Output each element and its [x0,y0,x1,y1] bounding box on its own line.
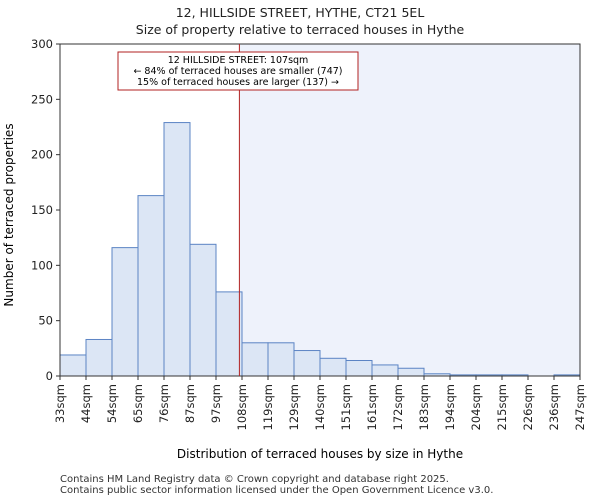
bar-87sqm [189,243,217,377]
x-tick-label-54sqm: 54sqm [105,384,119,423]
x-axis-label: Distribution of terraced houses by size … [177,447,463,461]
bar-140sqm [319,357,347,377]
y-tick-label-300: 300 [31,37,53,51]
x-tick-label-108sqm: 108sqm [235,384,249,430]
footer-line-1: Contains HM Land Registry data © Crown c… [60,474,449,485]
annotation-line-2: ← 84% of terraced houses are smaller (74… [133,66,342,77]
x-tick-label-119sqm: 119sqm [261,384,275,430]
y-tick-label-50: 50 [38,314,53,328]
annotation-line-1: 12 HILLSIDE STREET: 107sqm [168,55,309,66]
bar-76sqm [163,122,191,377]
x-tick-label-140sqm: 140sqm [313,384,327,430]
bar-161sqm [371,364,399,377]
x-tick-label-204sqm: 204sqm [469,384,483,430]
chart-subtitle: Size of property relative to terraced ho… [135,22,465,37]
annotation-box: 12 HILLSIDE STREET: 107sqm ← 84% of terr… [117,51,359,91]
x-tick-label-247sqm: 247sqm [573,384,587,430]
x-tick-label-44sqm: 44sqm [79,384,93,423]
chart-title: 12, HILLSIDE STREET, HYTHE, CT21 5EL [175,5,425,20]
x-tick-label-161sqm: 161sqm [365,384,379,430]
bar-108sqm [241,342,269,377]
y-tick-label-250: 250 [31,92,53,106]
x-tick-label-183sqm: 183sqm [417,384,431,430]
footer-line-2: Contains public sector information licen… [60,485,494,496]
x-tick-label-215sqm: 215sqm [495,384,509,430]
x-tick-label-236sqm: 236sqm [547,384,561,430]
bar-54sqm [111,247,139,377]
x-tick-label-194sqm: 194sqm [443,384,457,430]
y-tick-label-200: 200 [31,148,53,162]
bar-97sqm [215,291,243,377]
x-tick-label-129sqm: 129sqm [287,384,301,430]
x-tick-label-172sqm: 172sqm [391,384,405,430]
annotation-line-3: 15% of terraced houses are larger (137) … [137,77,339,88]
x-tick-label-76sqm: 76sqm [157,384,171,423]
larger-region-shade [239,44,580,376]
x-tick-label-65sqm: 65sqm [131,384,145,423]
bar-65sqm [137,195,165,377]
bar-172sqm [397,367,425,377]
bar-44sqm [85,338,113,377]
x-tick-label-87sqm: 87sqm [183,384,197,423]
bar-129sqm [293,350,321,377]
y-tick-label-100: 100 [31,258,53,272]
y-tick-label-0: 0 [46,369,53,383]
x-tick-label-226sqm: 226sqm [521,384,535,430]
bar-151sqm [345,360,373,377]
plot-area: 0 50 100 150 200 250 300 33sqm 44sqm 54sqm 65sqm 76… [31,37,587,430]
x-tick-label-33sqm: 33sqm [53,384,67,423]
y-tick-label-150: 150 [31,203,53,217]
bar-119sqm [267,342,295,377]
x-tick-label-151sqm: 151sqm [339,384,353,430]
y-axis-label: Number of terraced properties [2,123,16,306]
bar-33sqm [59,354,87,377]
x-tick-label-97sqm: 97sqm [209,384,223,423]
